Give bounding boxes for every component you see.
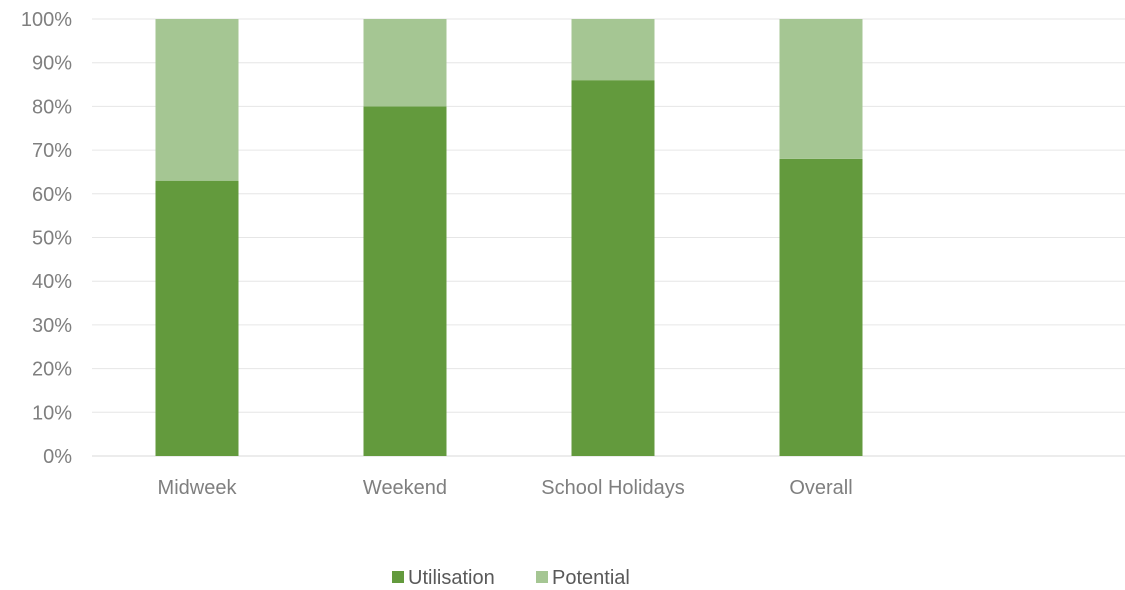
y-tick-label: 100% — [21, 9, 72, 31]
bar-potential — [571, 19, 655, 81]
y-tick-label: 70% — [32, 140, 72, 162]
bars — [155, 19, 863, 457]
y-tick-label: 60% — [32, 184, 72, 206]
legend-swatch-potential — [536, 571, 548, 583]
legend: Utilisation Potential — [392, 567, 630, 589]
bar-potential — [363, 19, 447, 107]
y-tick-label: 0% — [43, 446, 72, 468]
y-axis: 0% 10% 20% 30% 40% 50% 60% 70% 80% 90% 100% — [21, 9, 72, 468]
y-tick-label: 10% — [32, 402, 72, 424]
x-tick-label: Overall — [789, 477, 852, 499]
legend-swatch-utilisation — [392, 571, 404, 583]
y-tick-label: 20% — [32, 359, 72, 381]
bar-potential — [779, 19, 863, 159]
bar-utilisation — [155, 180, 239, 456]
x-axis: Midweek Weekend School Holidays Overall — [158, 477, 853, 499]
legend-label-utilisation: Utilisation — [408, 567, 495, 589]
bar-utilisation — [571, 80, 655, 457]
bar-potential — [155, 19, 239, 181]
x-tick-label: Weekend — [363, 477, 447, 499]
y-tick-label: 80% — [32, 96, 72, 118]
y-tick-label: 90% — [32, 53, 72, 75]
y-tick-label: 40% — [32, 271, 72, 293]
legend-label-potential: Potential — [552, 567, 630, 589]
y-tick-label: 50% — [32, 228, 72, 250]
bar-utilisation — [779, 158, 863, 456]
bar-utilisation — [363, 106, 447, 457]
x-tick-label: Midweek — [158, 477, 238, 499]
y-tick-label: 30% — [32, 315, 72, 337]
x-tick-label: School Holidays — [541, 477, 684, 499]
